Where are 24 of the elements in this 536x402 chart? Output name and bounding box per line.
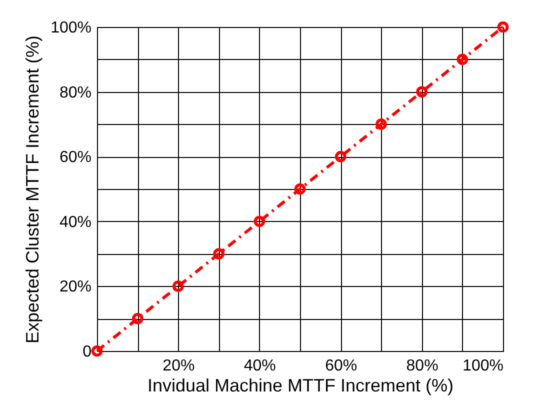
y-tick-label: 80% xyxy=(59,84,92,102)
x-tick-label: 60% xyxy=(325,358,358,374)
x-tick-label: 100% xyxy=(462,358,504,374)
y-axis-title: Expected Cluster MTTF Increment (%) xyxy=(22,35,43,344)
y-tick-label: 40% xyxy=(59,214,92,231)
point xyxy=(132,312,144,324)
y-tick-label: 60% xyxy=(59,149,92,166)
y-tick-label: 20% xyxy=(59,278,92,296)
point xyxy=(172,280,184,292)
point xyxy=(334,150,346,162)
point xyxy=(456,54,468,66)
point xyxy=(254,216,266,228)
point xyxy=(416,86,428,98)
point xyxy=(294,183,306,195)
y-tick-label: 0 xyxy=(82,344,92,360)
point xyxy=(376,118,387,130)
x-tick-label: 20% xyxy=(162,358,195,374)
x-tick-label: 40% xyxy=(244,358,276,374)
x-tick-label: 80% xyxy=(406,358,438,374)
point xyxy=(213,248,224,260)
point xyxy=(497,21,509,33)
x-axis-title: Invidual Machine MTTF Increment (%) xyxy=(147,376,454,396)
point xyxy=(91,345,103,357)
y-tick-label: 100% xyxy=(50,20,92,36)
